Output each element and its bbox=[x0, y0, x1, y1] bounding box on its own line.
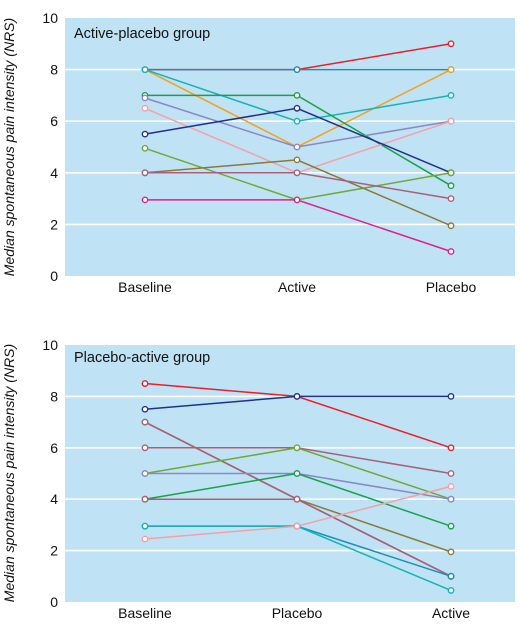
data-point bbox=[293, 143, 301, 151]
data-point bbox=[447, 182, 455, 190]
data-point bbox=[447, 248, 455, 255]
y-tick-labels: 0 2 4 6 8 10 bbox=[42, 337, 58, 610]
data-point bbox=[293, 156, 301, 164]
data-point bbox=[141, 470, 149, 477]
data-point bbox=[293, 392, 301, 400]
data-point bbox=[293, 196, 301, 204]
y-tick-labels: 0 2 4 6 8 10 bbox=[42, 10, 58, 284]
data-point bbox=[293, 92, 301, 99]
data-point bbox=[447, 482, 455, 490]
y-tick-label: 8 bbox=[50, 388, 58, 404]
data-point bbox=[141, 380, 149, 387]
y-tick-label: 4 bbox=[50, 491, 58, 507]
data-point bbox=[447, 66, 455, 74]
panel-title: Placebo-active group bbox=[74, 350, 210, 366]
data-point bbox=[293, 495, 301, 503]
x-tick-label: Active bbox=[278, 279, 316, 295]
data-point bbox=[447, 522, 455, 530]
series-group bbox=[141, 40, 455, 255]
data-point bbox=[447, 548, 455, 556]
data-point bbox=[447, 392, 455, 400]
x-tick-label: Active bbox=[432, 605, 470, 621]
y-tick-label: 4 bbox=[50, 165, 58, 181]
y-axis-label: Median spontaneous pain intensity (NRS) bbox=[1, 344, 17, 602]
data-point bbox=[293, 522, 301, 530]
data-point bbox=[447, 572, 455, 580]
data-point bbox=[141, 405, 149, 413]
x-tick-label: Placebo bbox=[426, 279, 477, 295]
data-point bbox=[141, 522, 149, 530]
data-point bbox=[141, 104, 149, 112]
data-point bbox=[447, 587, 455, 594]
series-group bbox=[141, 380, 455, 594]
data-point bbox=[293, 66, 301, 74]
data-point bbox=[447, 444, 455, 452]
x-tick-label: Baseline bbox=[118, 605, 172, 621]
data-point bbox=[141, 196, 149, 204]
data-point bbox=[293, 444, 301, 452]
data-point bbox=[141, 495, 149, 503]
y-tick-label: 8 bbox=[50, 62, 58, 78]
y-tick-label: 0 bbox=[50, 594, 58, 610]
data-point bbox=[141, 169, 149, 177]
y-tick-label: 10 bbox=[42, 337, 58, 353]
y-tick-label: 0 bbox=[50, 268, 58, 284]
data-point bbox=[141, 535, 149, 543]
panel-active-placebo: Active-placebo group Median spontaneous … bbox=[1, 10, 515, 295]
data-point bbox=[447, 169, 455, 177]
data-point bbox=[293, 117, 301, 125]
data-point bbox=[293, 104, 301, 112]
data-point bbox=[293, 470, 301, 477]
data-point bbox=[447, 40, 455, 48]
y-tick-label: 2 bbox=[50, 216, 58, 232]
data-point bbox=[141, 444, 149, 452]
y-tick-label: 10 bbox=[42, 10, 58, 26]
data-point bbox=[447, 117, 455, 125]
data-point bbox=[141, 130, 149, 138]
data-point bbox=[141, 94, 149, 102]
data-point bbox=[293, 169, 301, 177]
data-point bbox=[447, 470, 455, 477]
data-point bbox=[447, 195, 455, 203]
data-point bbox=[141, 144, 149, 152]
x-tick-label: Baseline bbox=[118, 279, 172, 295]
panel-title: Active-placebo group bbox=[74, 26, 210, 42]
data-point bbox=[447, 92, 455, 99]
x-tick-label: Placebo bbox=[272, 605, 323, 621]
y-tick-label: 6 bbox=[50, 440, 58, 456]
y-tick-label: 6 bbox=[50, 113, 58, 129]
plot-area bbox=[65, 18, 515, 276]
y-axis-label: Median spontaneous pain intensity (NRS) bbox=[1, 18, 17, 276]
data-point bbox=[141, 66, 149, 74]
panel-placebo-active: Placebo-active group Median spontaneous … bbox=[1, 337, 515, 621]
x-tick-labels: Baseline Placebo Active bbox=[118, 605, 470, 621]
data-point bbox=[141, 418, 149, 426]
data-point bbox=[447, 222, 455, 230]
y-tick-label: 2 bbox=[50, 543, 58, 559]
x-tick-labels: Baseline Active Placebo bbox=[118, 279, 476, 295]
data-point bbox=[447, 495, 455, 503]
